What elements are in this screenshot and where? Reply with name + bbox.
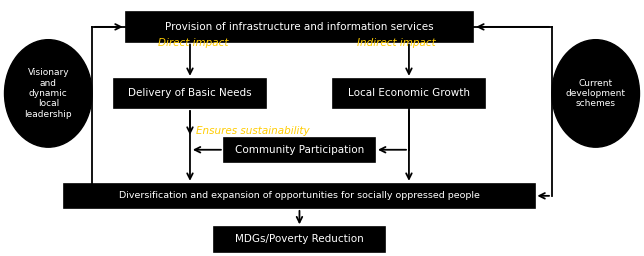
- Text: Visionary
and
dynamic
local
leadership: Visionary and dynamic local leadership: [24, 68, 72, 119]
- FancyBboxPatch shape: [334, 79, 484, 108]
- FancyBboxPatch shape: [214, 227, 385, 251]
- Text: Indirect impact: Indirect impact: [357, 38, 436, 48]
- Text: Provision of infrastructure and information services: Provision of infrastructure and informat…: [165, 22, 434, 32]
- FancyBboxPatch shape: [114, 79, 265, 108]
- Ellipse shape: [5, 40, 92, 147]
- Text: MDGs/Poverty Reduction: MDGs/Poverty Reduction: [235, 234, 364, 244]
- Text: Delivery of Basic Needs: Delivery of Basic Needs: [128, 88, 252, 99]
- Text: Ensures sustainability: Ensures sustainability: [196, 126, 310, 136]
- Text: Direct impact: Direct impact: [158, 38, 228, 48]
- Text: Diversification and expansion of opportunities for socially oppressed people: Diversification and expansion of opportu…: [119, 191, 480, 200]
- FancyBboxPatch shape: [126, 12, 473, 41]
- Text: Community Participation: Community Participation: [235, 145, 364, 155]
- Text: Local Economic Growth: Local Economic Growth: [348, 88, 470, 99]
- Ellipse shape: [552, 40, 639, 147]
- FancyBboxPatch shape: [224, 138, 375, 162]
- FancyBboxPatch shape: [64, 184, 535, 208]
- Text: Current
development
schemes: Current development schemes: [565, 79, 626, 108]
